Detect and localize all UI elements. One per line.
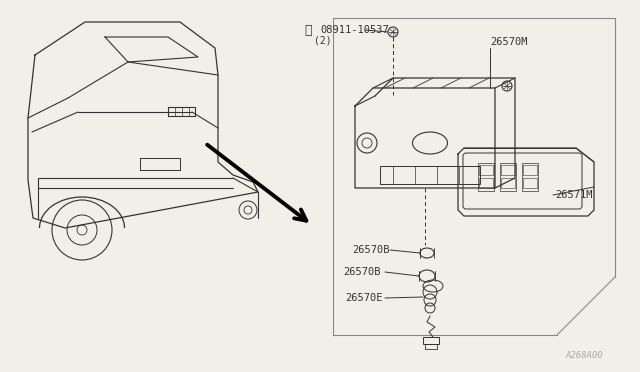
Text: A268A00: A268A00 [565,350,603,359]
Text: 08911-10537: 08911-10537 [320,25,388,35]
Text: 26570M: 26570M [490,37,527,47]
Bar [478,163,494,191]
Text: 26570B: 26570B [343,267,381,277]
Bar [501,178,515,188]
Bar [501,165,515,175]
Bar [522,163,538,191]
Text: (2): (2) [314,35,332,45]
Bar [380,166,480,184]
Text: 26570B: 26570B [352,245,390,255]
Text: 26571M: 26571M [555,190,593,200]
Text: 26570E: 26570E [345,293,383,303]
Bar [423,337,439,344]
Bar [523,165,537,175]
Text: Ⓝ: Ⓝ [304,23,312,36]
Bar [523,178,537,188]
Bar [500,163,516,191]
Bar [479,165,493,175]
Bar [425,344,437,349]
Bar [479,178,493,188]
